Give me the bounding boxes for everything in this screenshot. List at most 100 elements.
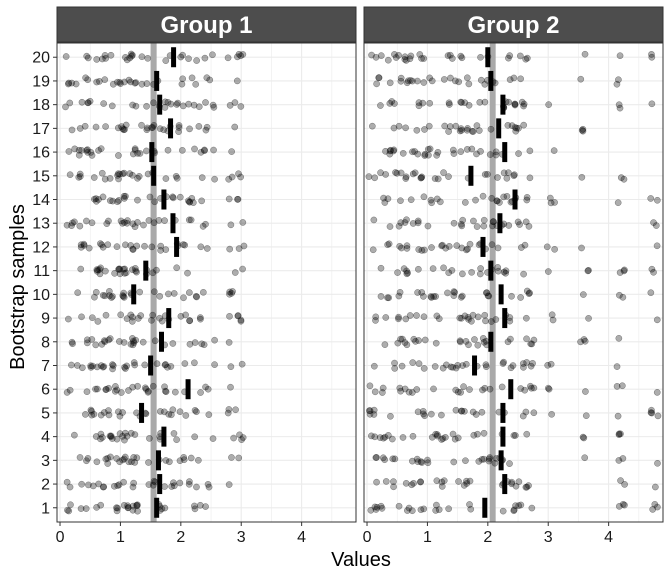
data-point <box>176 479 184 487</box>
data-point <box>406 312 414 319</box>
data-point <box>185 100 192 108</box>
data-point <box>652 483 659 491</box>
data-point <box>407 52 415 60</box>
data-point <box>440 264 447 272</box>
data-point <box>84 76 92 84</box>
bootstrap-sample-12 <box>369 236 661 257</box>
data-point <box>395 502 403 510</box>
data-point <box>366 410 374 418</box>
data-point <box>88 152 96 159</box>
data-point <box>164 363 171 371</box>
data-point <box>452 386 460 394</box>
data-point <box>105 336 113 344</box>
data-point <box>177 312 185 320</box>
data-point <box>205 411 213 419</box>
data-point <box>78 98 86 106</box>
data-point <box>87 364 95 371</box>
data-point <box>481 311 489 319</box>
data-point <box>546 194 554 202</box>
data-point <box>236 431 243 439</box>
data-point <box>173 101 181 108</box>
data-point <box>105 407 112 414</box>
data-point <box>458 222 466 230</box>
data-point <box>237 52 245 60</box>
data-point <box>104 460 112 467</box>
data-point <box>97 240 104 247</box>
data-point <box>93 363 101 371</box>
data-point <box>74 289 82 297</box>
data-point <box>444 289 451 297</box>
data-point <box>368 432 375 440</box>
bootstrap-sample-5 <box>82 402 239 423</box>
data-point <box>511 100 519 108</box>
data-point <box>397 77 405 85</box>
data-point <box>613 363 621 370</box>
data-point <box>467 505 475 513</box>
data-point <box>93 78 101 86</box>
data-point <box>138 53 146 61</box>
data-point <box>175 124 183 131</box>
data-point <box>458 407 465 415</box>
data-point <box>526 147 534 155</box>
data-point <box>120 289 127 297</box>
data-point <box>446 51 454 59</box>
bootstrap-sample-18 <box>62 94 245 115</box>
data-point <box>581 337 589 345</box>
data-point <box>494 244 502 252</box>
data-point <box>95 196 102 203</box>
data-point <box>439 364 447 372</box>
data-point <box>204 385 212 393</box>
data-point <box>129 335 136 342</box>
data-point <box>67 501 74 509</box>
data-point <box>580 336 588 343</box>
data-point <box>502 267 510 275</box>
bootstrap-sample-20 <box>62 47 247 68</box>
data-point <box>425 122 433 130</box>
data-point <box>117 311 125 319</box>
data-point <box>65 80 72 88</box>
data-point <box>473 122 481 129</box>
data-point <box>432 339 440 347</box>
data-point <box>463 477 470 485</box>
data-point <box>463 126 471 134</box>
data-point <box>113 507 121 515</box>
data-point <box>452 406 460 414</box>
data-point <box>173 436 180 444</box>
data-point <box>365 173 373 180</box>
data-point <box>182 311 189 319</box>
data-point <box>198 340 206 348</box>
y-tick-label: 17 <box>32 121 50 138</box>
data-point <box>530 384 538 392</box>
data-point <box>397 197 404 205</box>
data-point <box>105 292 113 299</box>
data-point <box>228 173 236 181</box>
data-point <box>488 194 496 202</box>
data-point <box>476 98 484 106</box>
data-point <box>511 171 518 179</box>
data-point <box>435 506 443 514</box>
data-point <box>460 482 468 489</box>
y-tick-label: 16 <box>32 145 50 162</box>
data-point <box>108 435 116 442</box>
bootstrap-sample-15 <box>365 165 628 186</box>
data-point <box>143 147 150 155</box>
data-point <box>615 457 623 464</box>
bootstrap-sample-16 <box>382 142 558 163</box>
data-point <box>409 77 416 85</box>
data-point <box>92 123 100 131</box>
data-point <box>478 408 486 416</box>
data-point <box>115 175 122 183</box>
data-point <box>98 340 106 348</box>
data-point <box>63 221 71 229</box>
data-point <box>124 504 132 512</box>
data-point <box>123 56 131 64</box>
data-point <box>455 78 463 86</box>
data-point <box>226 312 233 320</box>
data-point <box>466 477 474 485</box>
data-point <box>124 217 131 224</box>
sample-mean-bar <box>502 142 508 163</box>
bootstrap-sample-18 <box>377 94 656 115</box>
data-point <box>198 174 206 181</box>
sample-mean-bar <box>468 165 474 186</box>
data-point <box>434 148 442 156</box>
